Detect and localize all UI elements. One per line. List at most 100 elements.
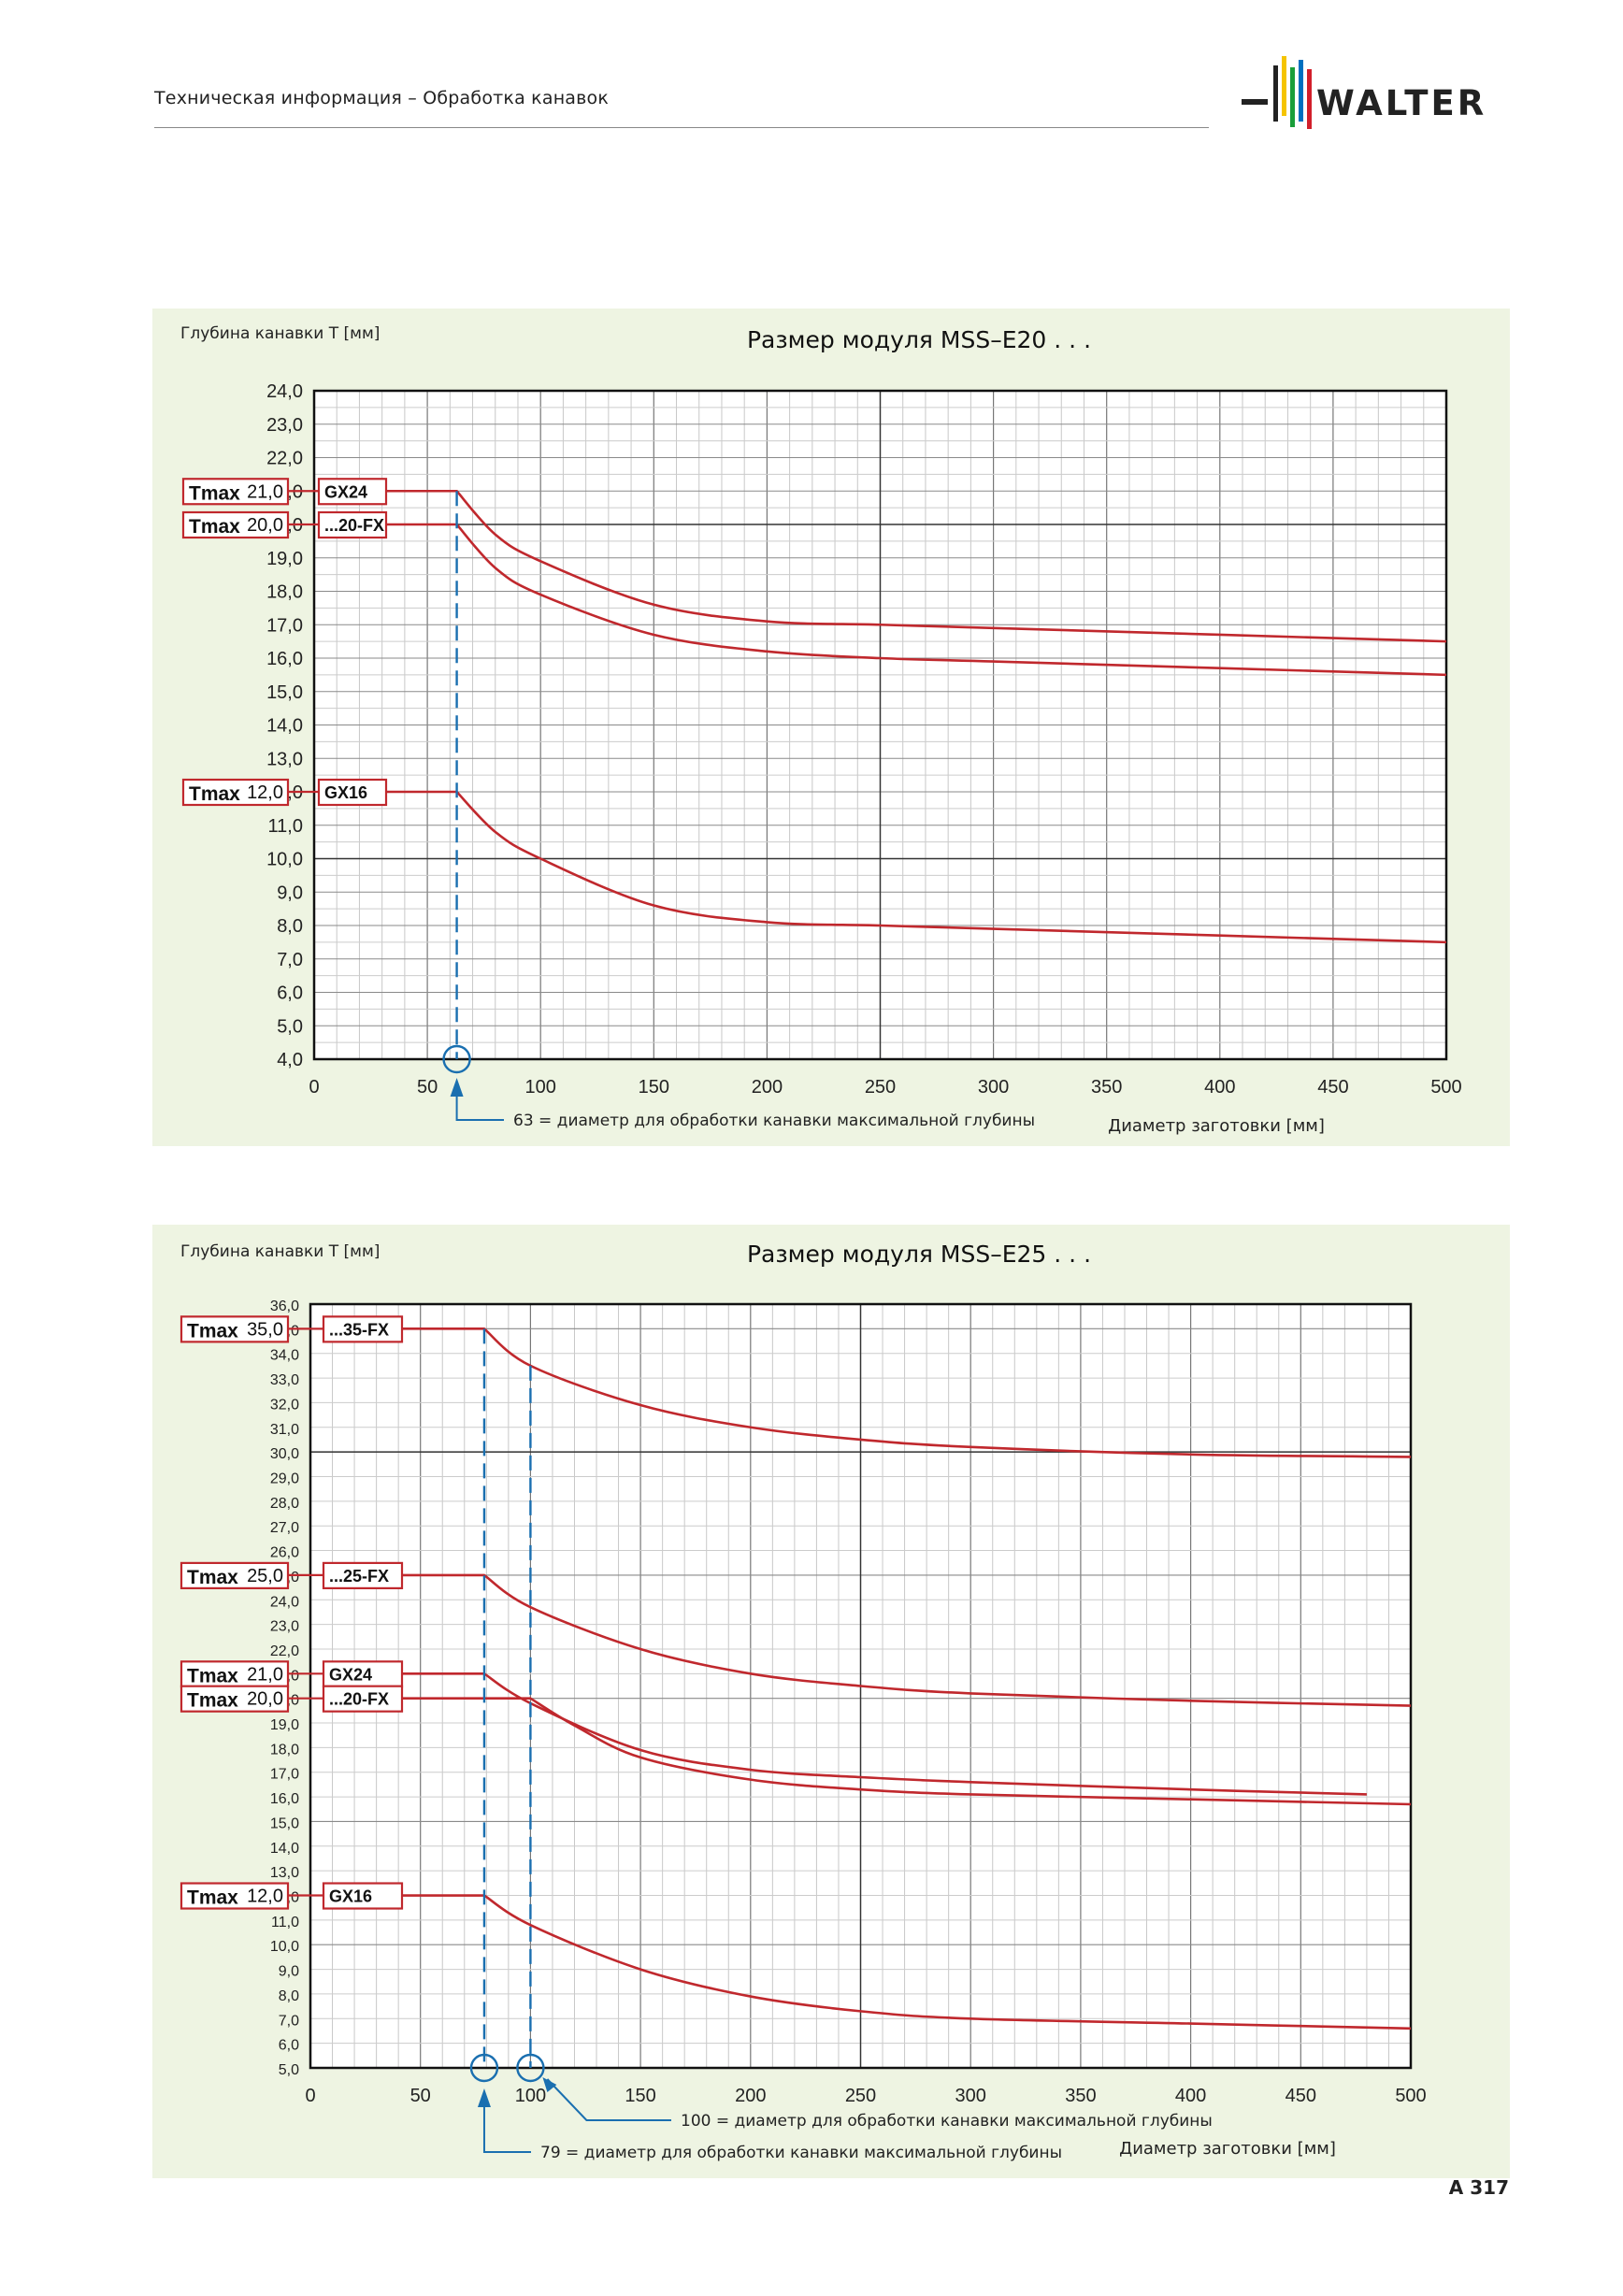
tmax-box-frame — [181, 510, 290, 539]
series-line — [386, 489, 1447, 643]
page-number: A 317 — [1448, 2176, 1509, 2199]
y-tick-label: 16,0 — [266, 649, 303, 669]
y-tick-label: 29,0 — [270, 1471, 299, 1486]
logo-stripe-4 — [1307, 69, 1312, 129]
series-line — [402, 1327, 1412, 1458]
x-axis-label: Диаметр заготовки [мм] — [1108, 1116, 1325, 1136]
y-tick-label: 24,0 — [266, 381, 303, 402]
tmax-box-frame — [181, 778, 290, 807]
x-tick-label: 500 — [1395, 2086, 1426, 2106]
chart-title: Размер модуля MSS–E20 . . . — [747, 326, 1091, 353]
tmax-label: Tmax — [187, 1567, 238, 1588]
series-2: Tmax 12,0 GX16 — [181, 778, 1447, 944]
series-line — [386, 790, 1447, 944]
x-tick-label: 150 — [625, 2086, 655, 2106]
series-name-box — [322, 1685, 404, 1713]
y-tick-label: 7,0 — [277, 950, 303, 970]
x-tick-label: 350 — [1091, 1077, 1122, 1098]
marker-label: 79 = диаметр для обработки канавки макси… — [540, 2144, 1062, 2162]
y-tick-label: 6,0 — [277, 983, 303, 1004]
tmax-label: Tmax — [189, 516, 240, 538]
tmax-value: 25,0 — [247, 1566, 283, 1586]
y-tick-label: 10,0 — [266, 850, 303, 870]
x-tick-label: 200 — [735, 2086, 766, 2106]
y-tick-label: 33,0 — [270, 1372, 299, 1388]
tmax-box: Tmax 20,0 — [181, 510, 290, 539]
series-line — [386, 523, 1447, 677]
marker-label: 63 = диаметр для обработки канавки макси… — [513, 1112, 1035, 1130]
tmax-box: Tmax 35,0 — [180, 1315, 290, 1343]
tmax-box: Tmax 20,0 — [180, 1685, 290, 1713]
x-tick-label: 250 — [865, 1077, 896, 1098]
tmax-box: Tmax 12,0 — [181, 778, 290, 807]
chart-title: Размер модуля MSS–E25 . . . — [747, 1241, 1091, 1268]
y-tick-label: 28,0 — [270, 1496, 299, 1512]
y-tick-label: 24,0 — [270, 1594, 299, 1610]
marker-leader — [482, 2094, 531, 2153]
y-tick-label: 32,0 — [270, 1397, 299, 1413]
series-0: Tmax 35,0 ...35-FX — [180, 1315, 1412, 1458]
x-tick-label: 450 — [1285, 2086, 1316, 2106]
tmax-box-frame — [180, 1660, 290, 1688]
marker-0: 100 = диаметр для обработки канавки макс… — [516, 1365, 1213, 2131]
series-name: ...25-FX — [329, 1567, 389, 1586]
logo-bar-left — [1242, 99, 1268, 105]
series-name-box — [317, 778, 388, 807]
series-name-box — [317, 510, 388, 539]
x-tick-label: 500 — [1430, 1077, 1461, 1098]
marker-leader — [546, 2078, 671, 2121]
header-rule — [154, 127, 1209, 128]
series-1: Tmax 25,0 ...25-FX — [180, 1561, 1412, 1707]
x-tick-label: 300 — [955, 2086, 986, 2106]
x-tick-label: 50 — [410, 2086, 431, 2106]
y-tick-label: 17,0 — [270, 1767, 299, 1783]
y-axis-label: Глубина канавки T [мм] — [180, 324, 380, 343]
walter-logo: WALTER — [1242, 56, 1487, 129]
marker-arrow — [542, 2077, 557, 2092]
tmax-value: 12,0 — [247, 1887, 283, 1907]
x-tick-label: 0 — [309, 1077, 319, 1098]
y-tick-label: 34,0 — [270, 1348, 299, 1364]
y-tick-label: 22,0 — [266, 449, 303, 469]
x-tick-label: 100 — [515, 2086, 546, 2106]
x-tick-label: 450 — [1317, 1077, 1348, 1098]
tmax-box-frame — [181, 478, 290, 506]
chart-e25: 0 50 100 150 200 250 300 350 400 450 500 5,0 6,0 7,0 8… — [180, 1241, 1427, 2162]
marker-label: 100 = диаметр для обработки канавки макс… — [681, 2112, 1213, 2131]
series-name: GX16 — [329, 1887, 372, 1906]
y-tick-label: 14,0 — [270, 1841, 299, 1857]
y-tick-label: 23,0 — [266, 415, 303, 436]
tmax-label: Tmax — [187, 1690, 238, 1712]
y-tick-label: 22,0 — [270, 1643, 299, 1659]
logo-stripe-3 — [1299, 60, 1303, 122]
x-tick-label: 350 — [1065, 2086, 1096, 2106]
logo-text: WALTER — [1316, 83, 1487, 123]
grid — [313, 390, 1447, 1060]
y-tick-label: 5,0 — [277, 1016, 303, 1037]
y-tick-label: 4,0 — [277, 1050, 303, 1070]
tmax-label: Tmax — [187, 1665, 238, 1686]
logo-stripe-0 — [1273, 65, 1278, 122]
y-tick-label: 16,0 — [270, 1791, 299, 1807]
series-name: GX24 — [329, 1665, 372, 1684]
y-tick-label: 7,0 — [279, 2013, 299, 2029]
y-tick-label: 11,0 — [271, 1915, 299, 1930]
tmax-value: 20,0 — [247, 1689, 283, 1710]
x-tick-label: 150 — [639, 1077, 669, 1098]
plot-frame — [309, 1302, 1413, 2070]
tmax-value: 21,0 — [247, 481, 283, 502]
y-tick-label: 13,0 — [270, 1865, 299, 1881]
header-title: Техническая информация – Обработка канав… — [154, 88, 610, 108]
logo-stripe-2 — [1290, 67, 1295, 127]
y-tick-label: 5,0 — [279, 2062, 299, 2078]
tmax-label: Tmax — [189, 482, 240, 504]
series-line — [402, 1894, 1412, 2031]
marker-leader — [455, 1085, 504, 1121]
x-tick-label: 0 — [305, 2086, 315, 2106]
y-tick-label: 13,0 — [266, 749, 303, 769]
y-tick-label: 8,0 — [277, 916, 303, 937]
tmax-box-frame — [180, 1882, 290, 1910]
y-tick-label: 15,0 — [270, 1815, 299, 1831]
series-4: Tmax 12,0 GX16 — [180, 1882, 1412, 2031]
marker-circle — [516, 2053, 545, 2083]
